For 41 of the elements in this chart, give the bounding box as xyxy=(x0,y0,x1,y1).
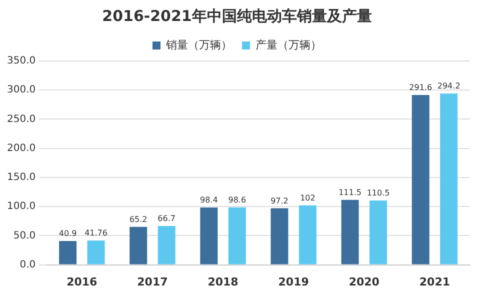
bar xyxy=(59,240,77,264)
y-tick-label: 100.0 xyxy=(6,201,36,212)
y-tick-label: 200.0 xyxy=(6,142,36,154)
data-label: 41.76 xyxy=(84,228,108,238)
legend-label: 销量（万辆） xyxy=(165,38,232,52)
data-label: 294.2 xyxy=(437,82,460,91)
bar xyxy=(440,93,458,264)
y-tick-label: 150.0 xyxy=(6,172,36,184)
data-label: 65.2 xyxy=(129,214,148,224)
bar xyxy=(87,240,105,264)
y-tick-label: 250.0 xyxy=(6,114,36,125)
y-tick-label: 50.0 xyxy=(13,230,36,242)
data-label: 40.9 xyxy=(58,229,77,238)
bar xyxy=(412,95,430,264)
x-tick-label: 2021 xyxy=(419,275,450,288)
x-tick-label: 2020 xyxy=(348,275,380,288)
bar xyxy=(370,200,388,264)
data-label: 98.4 xyxy=(200,196,218,205)
data-label: 111.5 xyxy=(338,188,362,197)
bar xyxy=(200,208,218,264)
chart-title: 2016-2021年中国纯电动车销量及产量 xyxy=(102,6,372,25)
bar xyxy=(341,200,359,264)
bar xyxy=(228,207,246,264)
bar xyxy=(130,226,148,264)
legend-label: 产量（万辆） xyxy=(256,38,322,52)
x-tick-label: 2018 xyxy=(208,275,238,288)
bar xyxy=(298,205,316,264)
y-tick-label: 0.0 xyxy=(20,259,36,270)
bar xyxy=(270,208,288,264)
y-tick-label: 350.0 xyxy=(6,56,36,67)
data-label: 97.2 xyxy=(270,196,288,206)
data-label: 66.7 xyxy=(158,214,176,224)
data-label: 110.5 xyxy=(366,188,390,198)
data-label: 102 xyxy=(300,193,316,202)
x-tick-label: 2016 xyxy=(66,275,98,288)
data-label: 291.6 xyxy=(409,83,432,92)
x-tick-label: 2019 xyxy=(278,275,309,288)
x-tick-label: 2017 xyxy=(137,275,168,288)
y-tick-label: 300.0 xyxy=(6,84,36,96)
bar xyxy=(158,226,176,264)
data-label: 98.6 xyxy=(228,195,246,204)
